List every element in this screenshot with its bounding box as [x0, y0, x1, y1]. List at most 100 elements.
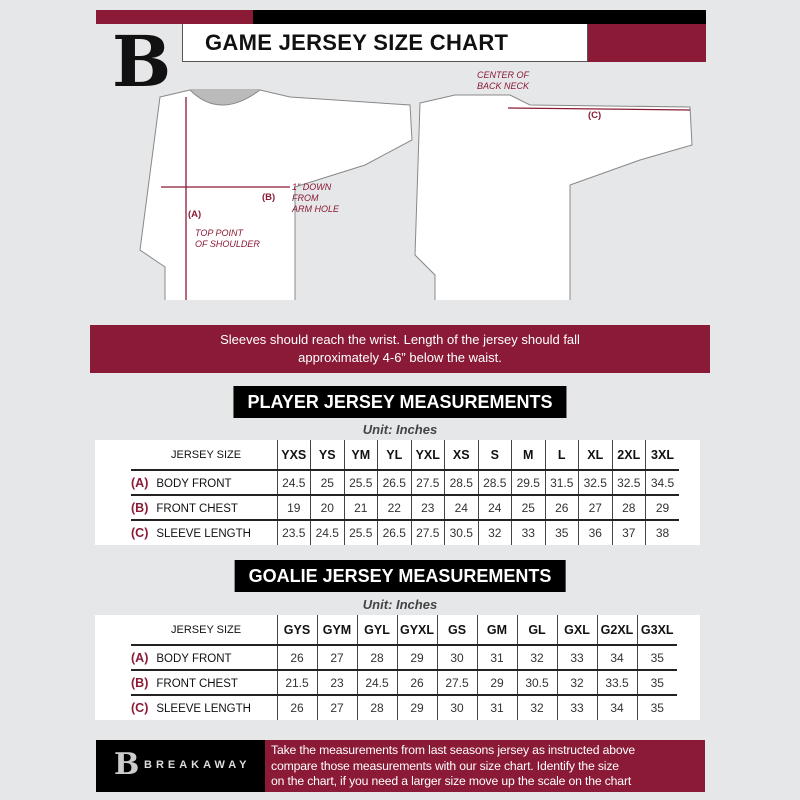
row-key: (C) — [131, 526, 149, 540]
top-bar-black — [253, 10, 706, 24]
row-label-text: SLEEVE LENGTH — [156, 703, 251, 715]
size-GM: GM — [476, 615, 517, 646]
cell-value: 38 — [645, 520, 679, 545]
cell-value: 27 — [316, 645, 357, 671]
cell-value: 23.5 — [276, 520, 311, 545]
title-accent — [588, 24, 706, 62]
row-key: (C) — [131, 701, 149, 715]
size-GYL: GYL — [356, 615, 397, 646]
size-S: S — [477, 440, 512, 471]
size-YL: YL — [377, 440, 411, 471]
cell-value: 36 — [578, 520, 612, 545]
brand-name: BREAKAWAY — [144, 759, 251, 771]
size-XL: XL — [578, 440, 612, 471]
row-label: (C) SLEEVE LENGTH — [131, 520, 277, 545]
header-row: JERSEY SIZE GYS GYM GYL GYXL GS GM GL GXL G2XL G3X… — [131, 615, 677, 646]
cell-value: 24 — [444, 495, 478, 521]
size-GS: GS — [436, 615, 477, 646]
cell-value: 19 — [276, 495, 311, 521]
cell-value: 35 — [636, 670, 677, 696]
size-YXS: YXS — [276, 440, 311, 471]
cell-value: 28 — [611, 495, 646, 521]
cell-value: 34.5 — [645, 470, 679, 496]
size-G2XL: G2XL — [596, 615, 637, 646]
cell-value: 32 — [477, 520, 512, 545]
cell-value: 25.5 — [343, 470, 378, 496]
size-YS: YS — [310, 440, 344, 471]
size-L: L — [544, 440, 579, 471]
size-YXL: YXL — [410, 440, 445, 471]
cell-value: 28.5 — [444, 470, 478, 496]
size-GXL: GXL — [556, 615, 597, 646]
header-row: JERSEY SIZE YXS YS YM YL YXL XS S M L XL 2XL 3XL — [131, 440, 679, 471]
row-label-text: SLEEVE LENGTH — [156, 528, 251, 540]
cell-value: 28.5 — [477, 470, 512, 496]
cell-value: 25 — [310, 470, 344, 496]
cell-value: 27 — [578, 495, 612, 521]
cell-value: 33 — [511, 520, 545, 545]
cell-value: 23 — [316, 670, 357, 696]
cell-value: 27.5 — [410, 470, 445, 496]
row-label: (A) BODY FRONT — [131, 645, 277, 671]
jersey-diagram — [139, 89, 693, 300]
cell-value: 25.5 — [343, 520, 378, 545]
cell-value: 33.5 — [596, 670, 637, 696]
cell-value: 35 — [636, 695, 677, 720]
footer-logo: B — [114, 747, 140, 782]
cell-value: 31.5 — [544, 470, 579, 496]
size-G3XL: G3XL — [636, 615, 677, 646]
cell-value: 29 — [476, 670, 517, 696]
armhole-note: 1" DOWN FROM ARM HOLE — [292, 182, 340, 214]
goalie-heading: GOALIE JERSEY MEASUREMENTS — [234, 560, 566, 592]
measure-line-c — [507, 107, 691, 111]
table-row: (A) BODY FRONT 26 27 28 29 30 31 32 33 34 35 — [131, 645, 677, 671]
cell-value: 30 — [436, 645, 477, 671]
player-heading: PLAYER JERSEY MEASUREMENTS — [233, 386, 567, 418]
cell-value: 33 — [556, 695, 597, 720]
row-label-text: BODY FRONT — [156, 652, 232, 665]
cell-value: 31 — [476, 645, 517, 671]
cell-value: 29 — [396, 645, 437, 671]
size-GL: GL — [516, 615, 557, 646]
cell-value: 32.5 — [611, 470, 646, 496]
footer-brand: B BREAKAWAY — [96, 740, 265, 792]
cell-value: 32 — [516, 645, 557, 671]
cell-value: 21 — [343, 495, 378, 521]
cell-value: 34 — [596, 645, 637, 671]
shoulder-note: TOP POINT OF SHOULDER — [195, 228, 260, 249]
table-row: (B) FRONT CHEST 19 20 21 22 23 24 24 25 26 27 28 29 — [131, 495, 679, 521]
cell-value: 24.5 — [276, 470, 311, 496]
cell-value: 26 — [544, 495, 579, 521]
cell-value: 24 — [477, 495, 512, 521]
cell-value: 27.5 — [410, 520, 445, 545]
cell-value: 26.5 — [377, 470, 411, 496]
player-table-wrap: JERSEY SIZE YXS YS YM YL YXL XS S M L XL 2XL 3XL (A) B… — [95, 440, 700, 545]
cell-value: 26 — [276, 695, 317, 720]
row-label: (B) FRONT CHEST — [131, 670, 277, 696]
cell-value: 26 — [396, 670, 437, 696]
cell-value: 24.5 — [356, 670, 397, 696]
row-key: (A) — [131, 475, 149, 490]
cell-value: 33 — [556, 645, 597, 671]
back-jersey — [414, 94, 693, 300]
size-3XL: 3XL — [645, 440, 679, 471]
player-unit: Unit: Inches — [362, 422, 438, 437]
table-row: (C) SLEEVE LENGTH 23.5 24.5 25.5 26.5 27.5 30.5… — [131, 520, 679, 545]
cell-value: 34 — [596, 695, 637, 720]
cell-value: 24.5 — [310, 520, 344, 545]
row-label-text: FRONT CHEST — [156, 502, 238, 515]
size-header: JERSEY SIZE — [131, 440, 277, 471]
table-row: (A) BODY FRONT 24.5 25 25.5 26.5 27.5 28.5 28.5 2… — [131, 470, 679, 496]
label-a: (A) — [188, 209, 202, 220]
label-c: (C) — [588, 110, 602, 121]
cell-value: 27.5 — [436, 670, 477, 696]
size-GYM: GYM — [316, 615, 357, 646]
cell-value: 27 — [316, 695, 357, 720]
label-b: (B) — [262, 192, 276, 203]
cell-value: 32 — [516, 695, 557, 720]
row-label-text: FRONT CHEST — [156, 677, 238, 690]
brand-logo: B — [112, 20, 172, 103]
goalie-unit: Unit: Inches — [362, 597, 438, 612]
row-label-text: BODY FRONT — [156, 477, 232, 490]
instruction-band: Sleeves should reach the wrist. Length o… — [90, 325, 710, 373]
